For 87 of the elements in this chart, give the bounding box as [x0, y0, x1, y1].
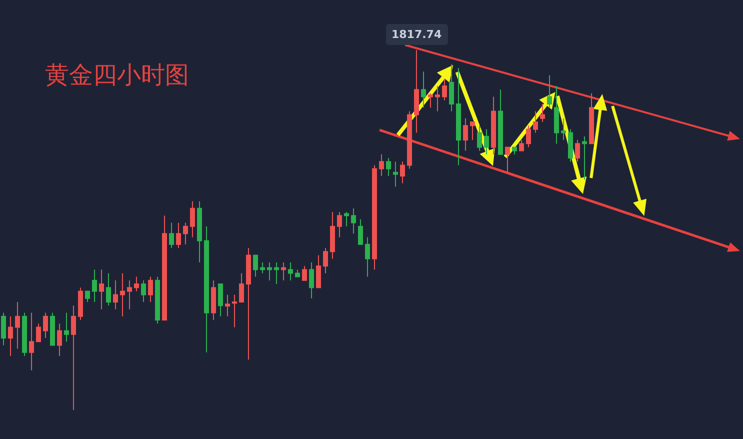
- candlestick: [533, 110, 538, 134]
- candlestick: [393, 161, 398, 188]
- candlestick: [239, 272, 244, 302]
- candlestick: [57, 323, 62, 356]
- text: 黄金四小时图: [45, 61, 189, 89]
- candlestick: [512, 146, 517, 155]
- candlestick: [64, 312, 69, 342]
- text: 1817.74: [386, 24, 448, 45]
- candlestick: [386, 158, 391, 176]
- candlestick: [162, 215, 167, 320]
- candlestick: [218, 284, 223, 317]
- candlestick: [449, 64, 454, 112]
- candlestick: [78, 287, 83, 320]
- candlestick: [155, 276, 160, 324]
- candlestick: [400, 161, 405, 184]
- candlestick: [183, 222, 188, 245]
- candlestick: [526, 125, 531, 148]
- candlestick: [316, 254, 321, 288]
- candlestick: [8, 316, 13, 356]
- candlestick: [421, 71, 426, 108]
- candlestick: [414, 50, 419, 134]
- candlestick: [372, 164, 377, 270]
- candlestick: [71, 305, 76, 410]
- candlestick: [484, 128, 489, 155]
- candlestick: [1, 312, 6, 346]
- candlestick: [232, 294, 237, 328]
- candlestick: [491, 96, 496, 155]
- candlestick: [29, 312, 34, 371]
- candlestick: [43, 312, 48, 338]
- candlestick: [358, 218, 363, 245]
- candlestick: [106, 272, 111, 306]
- candlestick: [85, 290, 90, 302]
- candlestick: [169, 222, 174, 248]
- candlestick: [267, 262, 272, 281]
- candlestick: [330, 212, 335, 260]
- candlestick: [477, 125, 482, 152]
- candlestick: [463, 118, 468, 152]
- candlestick: [50, 312, 55, 346]
- candlestick: [519, 140, 524, 152]
- candlestick: [407, 110, 412, 170]
- candlestick: [127, 280, 132, 310]
- candlestick: [379, 154, 384, 176]
- candlestick: [428, 92, 433, 108]
- candlestick: [281, 262, 286, 281]
- candlestick: [540, 104, 545, 122]
- candlestick: [351, 208, 356, 234]
- candlestick: [99, 269, 104, 310]
- candlestick: [176, 222, 181, 248]
- candlestick: [211, 280, 216, 320]
- candlestick: [337, 212, 342, 238]
- candlestick: [15, 302, 20, 350]
- candlestick: [554, 86, 559, 144]
- candlestick: [568, 128, 573, 162]
- candlestick: [246, 248, 251, 360]
- candlestick: [288, 262, 293, 281]
- candlestick: [309, 262, 314, 299]
- candlestick: [575, 140, 580, 162]
- candlestick: [505, 146, 510, 173]
- candlestick: [365, 236, 370, 278]
- candlestick: [561, 118, 566, 140]
- candlestick: [498, 89, 503, 155]
- candlestick: [344, 212, 349, 227]
- candlestick: [302, 266, 307, 281]
- candlestick: [435, 86, 440, 112]
- candlestick: [113, 280, 118, 310]
- candlestick: [253, 254, 258, 278]
- candlestick: [470, 122, 475, 140]
- candlestick: [323, 248, 328, 274]
- candlestick: [582, 136, 587, 180]
- candlestick: [225, 294, 230, 317]
- candlestick: [92, 269, 97, 302]
- candlestick: [456, 68, 461, 166]
- candlestick: [120, 272, 125, 317]
- candlestick: [22, 312, 27, 356]
- candlestick: [141, 280, 146, 302]
- candlestick: [134, 276, 139, 292]
- candlestick: [260, 262, 265, 274]
- candlestick: [36, 323, 41, 342]
- candlestick: [442, 78, 447, 101]
- candlestick: [148, 276, 153, 302]
- candlestick: [295, 269, 300, 278]
- candlestick: [589, 92, 594, 144]
- candlestick: [197, 200, 202, 263]
- candlestick: [274, 262, 279, 284]
- candlestick: [190, 200, 195, 238]
- candlestick: [204, 226, 209, 353]
- candlestick: [547, 74, 552, 108]
